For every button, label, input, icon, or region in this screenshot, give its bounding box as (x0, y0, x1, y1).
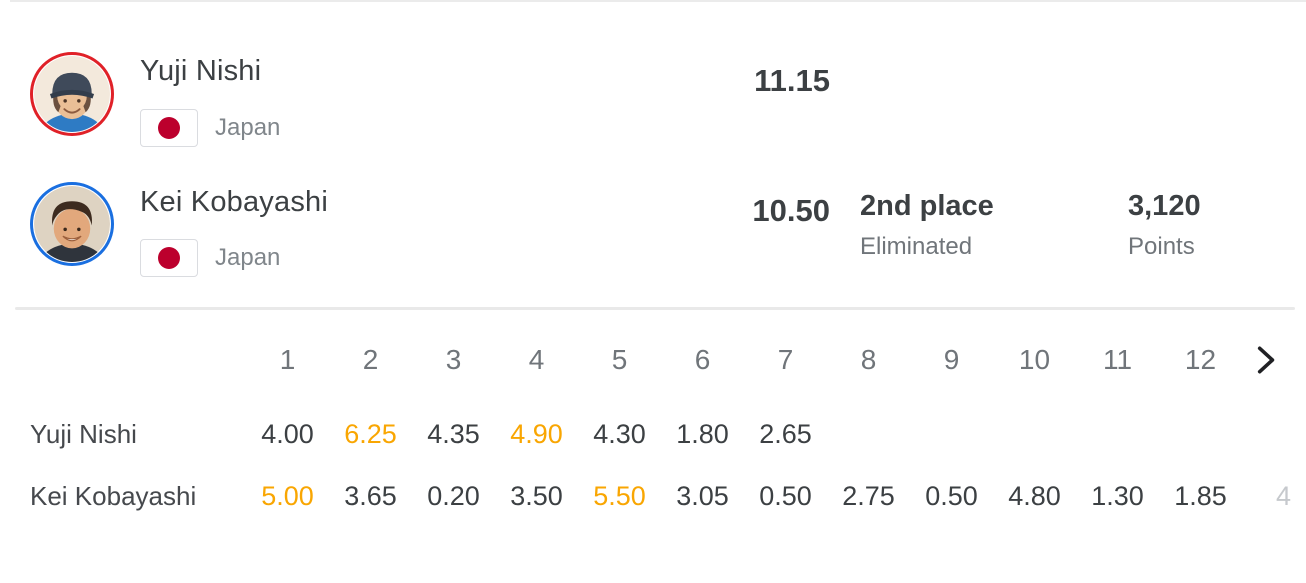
column-header: 3 (445, 344, 462, 375)
score-cell: 4.30 (593, 418, 646, 449)
score-cell: 1.80 (676, 418, 729, 449)
score-cell: 2.65 (759, 418, 812, 449)
top-divider (10, 0, 1306, 2)
score-cell: 2.75 (842, 480, 895, 511)
man-dark-hair-photo-icon (34, 186, 110, 262)
chevron-right-icon (1257, 346, 1275, 374)
score-cell: 4.90 (510, 418, 563, 449)
score-cell-clipped: 4 (1275, 480, 1292, 511)
score-cell: 1.85 (1174, 480, 1227, 511)
scroll-next-button[interactable] (1244, 339, 1286, 381)
column-header: 12 (1184, 344, 1217, 375)
column-header: 2 (362, 344, 379, 375)
column-header: 10 (1018, 344, 1051, 375)
athlete-avatar (30, 52, 114, 136)
score-cell: 3.05 (676, 480, 729, 511)
athlete-avatar (30, 182, 114, 266)
table-header-row: 1 2 3 4 5 6 7 8 9 10 11 12 (0, 332, 1306, 388)
score-cell: 0.20 (427, 480, 480, 511)
column-header: 11 (1102, 344, 1133, 375)
column-header: 9 (943, 344, 960, 375)
score-row: Yuji Nishi 4.00 6.25 4.35 4.90 4.30 1.80 2.65 (0, 406, 1306, 462)
score-cell: 3.65 (344, 480, 397, 511)
score-row: Kei Kobayashi 5.00 3.65 0.20 3.50 5.50 3.05 0.5… (0, 468, 1306, 524)
man-in-cap-photo-icon (34, 56, 110, 132)
athlete-name: Yuji Nishi (140, 55, 262, 87)
row-athlete-label: Kei Kobayashi (30, 480, 197, 511)
heat-score: 10.50 (752, 193, 830, 228)
points-value: 3,120 (1128, 190, 1201, 222)
points-label: Points (1128, 233, 1195, 260)
points-block: 3,120 Points (1128, 190, 1201, 261)
athlete-country-row: Japan (140, 239, 280, 277)
japan-flag-icon (140, 239, 198, 277)
country-label: Japan (215, 244, 281, 271)
score-cell: 4.00 (261, 418, 314, 449)
score-cell: 1.30 (1091, 480, 1144, 511)
placement-text: 2nd place (860, 190, 994, 222)
score-cell: 4.35 (427, 418, 480, 449)
flag-red-circle (158, 247, 180, 269)
elimination-status: Eliminated (860, 233, 973, 260)
column-header: 8 (860, 344, 877, 375)
score-cell: 3.50 (510, 480, 563, 511)
country-label: Japan (215, 114, 281, 141)
heat-score: 11.15 (754, 63, 830, 98)
column-header: 5 (611, 344, 628, 375)
column-header: 4 (528, 344, 545, 375)
score-cell: 5.50 (593, 480, 646, 511)
column-header: 7 (777, 344, 794, 375)
column-header: 6 (694, 344, 711, 375)
japan-flag-icon (140, 109, 198, 147)
placement-block: 2nd place Eliminated (860, 190, 994, 261)
row-athlete-label: Yuji Nishi (30, 418, 137, 449)
flag-red-circle (158, 117, 180, 139)
column-header: 1 (279, 344, 296, 375)
score-cell: 4.80 (1008, 480, 1061, 511)
score-cell: 0.50 (925, 480, 978, 511)
section-divider (15, 307, 1295, 310)
score-cell: 5.00 (261, 480, 314, 511)
score-cell: 0.50 (759, 480, 812, 511)
score-cell: 6.25 (344, 418, 397, 449)
athlete-name: Kei Kobayashi (140, 186, 328, 218)
athlete-country-row: Japan (140, 109, 280, 147)
